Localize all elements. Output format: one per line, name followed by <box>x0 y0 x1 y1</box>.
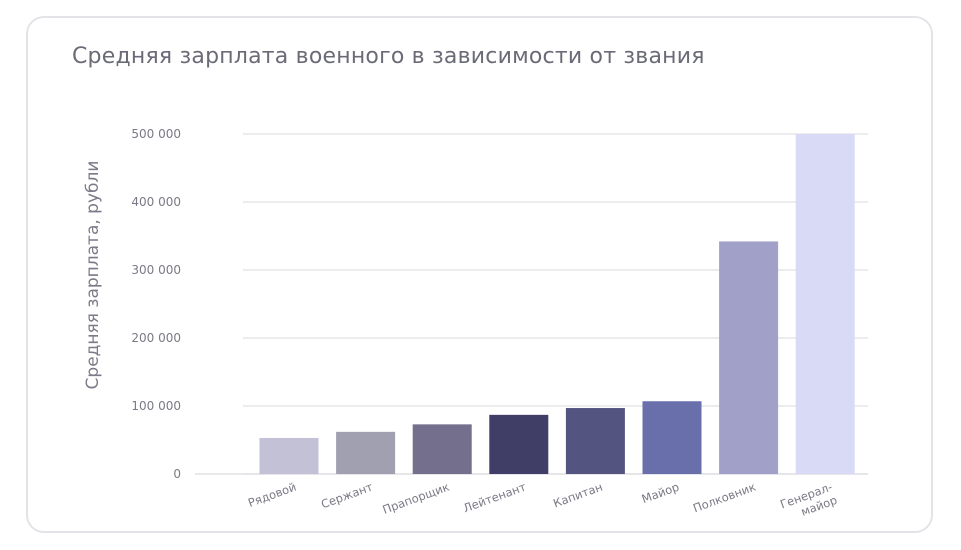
bar-5 <box>565 408 625 474</box>
y-tick-label: 200 000 <box>131 331 181 345</box>
x-tick-label: Рядовой <box>246 480 298 510</box>
bar-6 <box>642 401 702 474</box>
chart-title: Средняя зарплата военного в зависимости … <box>72 44 705 69</box>
bar-7 <box>719 241 779 474</box>
y-axis-label: Средняя зарплата, рубли <box>83 161 103 390</box>
x-tick-label: Лейтенант <box>461 480 528 516</box>
bars <box>259 134 855 474</box>
y-tick-labels: 0 100 000 200 000 300 000 400 000 500 000 <box>131 127 181 481</box>
y-tick-label: 100 000 <box>131 399 181 413</box>
x-tick-label: Полковник <box>691 480 758 516</box>
chart-card <box>26 16 933 533</box>
x-tick-labels: Рядовой Сержант Прапорщик Лейтенант Капитан М… <box>246 480 839 525</box>
x-tick-label: Майор <box>640 480 681 506</box>
x-tick-label: Сержант <box>319 480 375 512</box>
y-tick-label: 400 000 <box>131 195 181 209</box>
y-tick-label: 500 000 <box>131 127 181 141</box>
bar-4 <box>489 414 549 474</box>
bar-2 <box>336 431 396 474</box>
bar-3 <box>412 424 472 474</box>
bar-1 <box>259 437 319 474</box>
x-tick-label: Генерал-майор <box>778 480 839 525</box>
bar-8 <box>795 134 855 474</box>
x-tick-label: Капитан <box>551 480 604 511</box>
y-tick-label: 0 <box>173 467 181 481</box>
y-tick-label: 300 000 <box>131 263 181 277</box>
x-tick-label: Прапорщик <box>381 480 452 517</box>
